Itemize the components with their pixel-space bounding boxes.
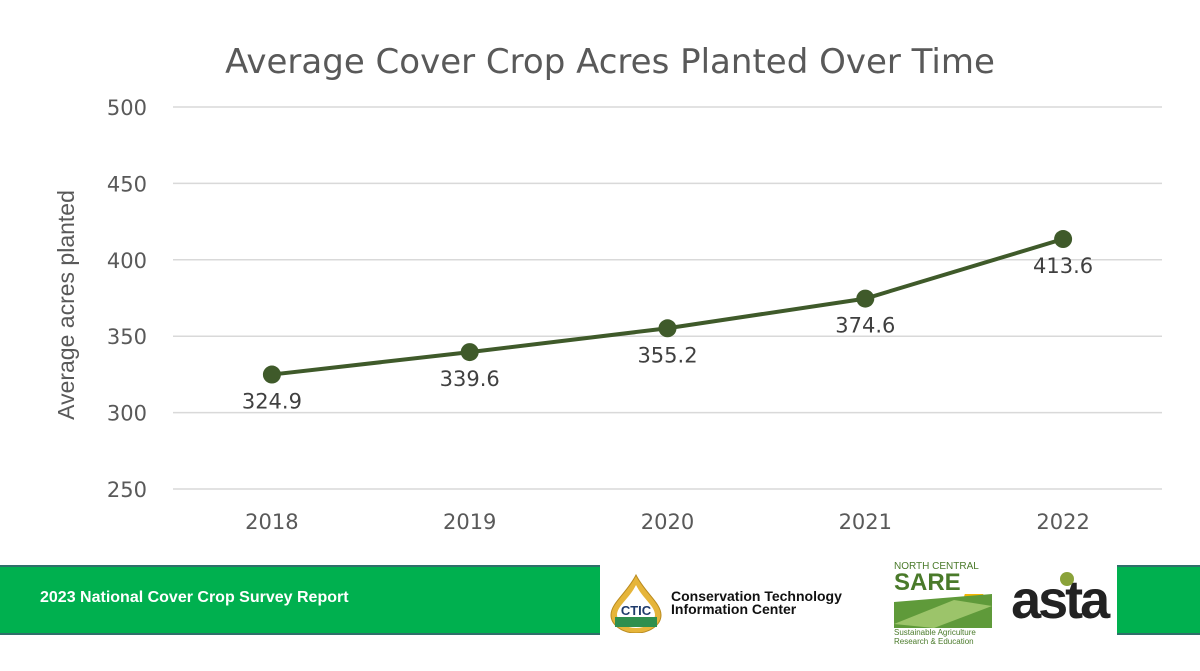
y-tick-label: 250 — [107, 478, 147, 502]
ctic-logo: CTIC Conservation Technology Information… — [605, 573, 890, 633]
data-label: 324.9 — [242, 390, 302, 414]
y-axis-label: Average acres planted — [53, 190, 79, 420]
y-tick-label: 350 — [107, 325, 147, 349]
asta-logo: asta — [1011, 570, 1110, 630]
svg-text:CTIC: CTIC — [621, 603, 652, 618]
y-tick-label: 300 — [107, 402, 147, 426]
x-tick-label: 2020 — [641, 510, 694, 534]
data-label: 355.2 — [637, 343, 697, 367]
footer-banner: 2023 National Cover Crop Survey Report — [0, 565, 600, 635]
y-tick-label: 500 — [107, 96, 147, 120]
report-title: 2023 National Cover Crop Survey Report — [40, 589, 349, 606]
data-point — [460, 343, 479, 362]
y-tick-label: 450 — [107, 172, 147, 196]
footer-banner-right — [1117, 565, 1200, 635]
x-tick-label: 2022 — [1036, 510, 1089, 534]
ctic-line1: Conservation Technology — [671, 588, 842, 604]
sare-logo: NORTH CENTRAL SARE Sustainable Agricultu… — [894, 561, 994, 651]
x-tick-label: 2019 — [443, 510, 496, 534]
data-label: 339.6 — [440, 367, 500, 391]
data-label: 413.6 — [1033, 254, 1093, 278]
line-chart: Average Cover Crop Acres Planted Over Ti… — [53, 42, 1162, 534]
y-tick-label: 400 — [107, 249, 147, 273]
data-point — [658, 319, 677, 338]
data-point — [856, 289, 875, 308]
chart-title: Average Cover Crop Acres Planted Over Ti… — [225, 42, 995, 82]
data-label: 374.6 — [835, 314, 895, 338]
ctic-line2: Information Center — [671, 601, 797, 617]
data-point — [262, 365, 281, 384]
x-tick-label: 2021 — [839, 510, 892, 534]
data-point — [1054, 230, 1073, 249]
x-tick-label: 2018 — [245, 510, 298, 534]
